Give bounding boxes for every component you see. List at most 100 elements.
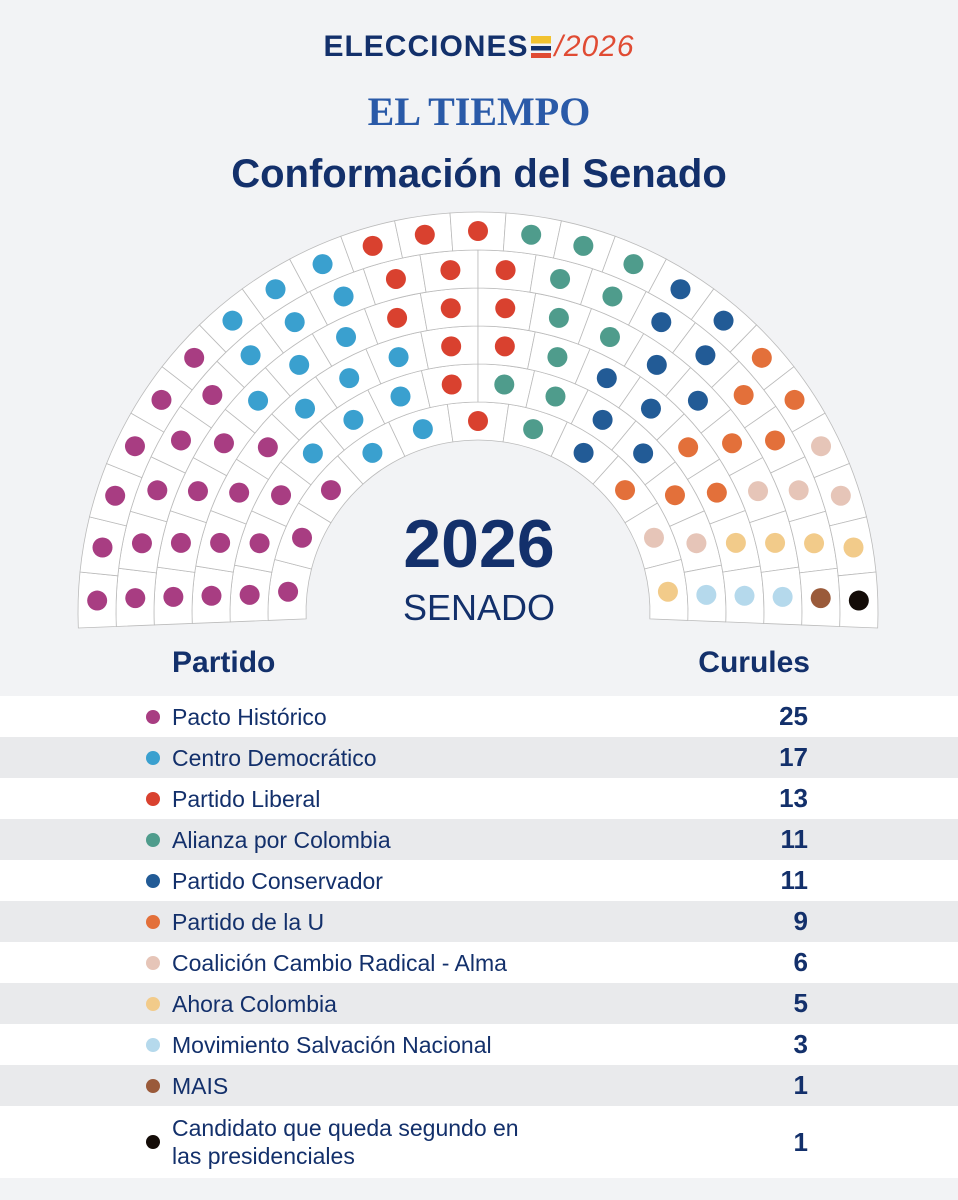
seat-dot: [87, 590, 108, 611]
page-title: Conformación del Senado: [231, 152, 727, 196]
seat-dot: [550, 268, 571, 289]
seat-dot: [788, 480, 809, 501]
party-color-dot: [146, 1078, 160, 1093]
seat-dot: [494, 374, 515, 395]
seat-dot: [257, 437, 278, 458]
seat-dot: [523, 419, 544, 440]
party-color-dot: [146, 832, 160, 847]
seat-dot: [810, 588, 831, 609]
seat-dot: [92, 537, 113, 558]
seat-dot: [722, 433, 743, 454]
seat-dot: [163, 586, 184, 607]
seat-dot: [295, 398, 316, 419]
seat-dot: [412, 419, 433, 440]
seat-dot: [623, 254, 644, 275]
parliament-chart: [77, 211, 879, 629]
seat-dot: [495, 298, 516, 319]
party-name: MAIS: [172, 1072, 229, 1099]
seat-dot: [441, 336, 462, 357]
party-name: Ahora Colombia: [172, 990, 337, 1017]
seat-dot: [545, 386, 566, 407]
seat-dot: [170, 430, 191, 451]
seat-dot: [320, 480, 341, 501]
party-seats: 1: [793, 1070, 808, 1100]
seat-dot: [278, 581, 299, 602]
seat-dot: [187, 481, 208, 502]
seat-dot: [125, 588, 146, 609]
seat-dot: [657, 581, 678, 602]
seat-dot: [643, 527, 664, 548]
seat-dot: [686, 533, 707, 554]
seat-dot: [239, 584, 260, 605]
seat-dot: [388, 347, 409, 368]
party-name: Partido de la U: [172, 908, 325, 935]
party-seats: 25: [779, 701, 808, 731]
seat-dot: [468, 411, 488, 431]
elecciones-logo: ELECCIONES/2026: [323, 30, 635, 63]
table-row: Coalición Cambio Radical - Alma 6: [0, 942, 958, 983]
party-color-dot: [146, 873, 160, 888]
seat-dot: [651, 312, 672, 333]
seat-dot: [390, 386, 411, 407]
seat-dot: [229, 482, 250, 503]
seat-dot: [440, 260, 461, 281]
seat-dot: [678, 437, 699, 458]
seat-dot: [592, 409, 613, 430]
party-color-dot: [146, 996, 160, 1011]
party-seats: 6: [793, 947, 808, 977]
seat-dot: [646, 354, 667, 375]
seat-dot: [640, 398, 661, 419]
seat-dot: [695, 345, 716, 366]
table-row: Movimiento Salvación Nacional 3: [0, 1024, 958, 1065]
table-row: Ahora Colombia 5: [0, 983, 958, 1024]
party-name: Centro Democrático: [172, 744, 377, 771]
seat-dot: [213, 433, 234, 454]
seat-dot: [201, 585, 222, 606]
seat-dot: [848, 590, 869, 611]
seat-dot: [596, 368, 617, 389]
party-seats: 11: [780, 865, 809, 895]
seat-dot: [748, 481, 769, 502]
seat-dot: [494, 336, 515, 357]
party-color-dot: [146, 955, 160, 970]
party-name: Coalición Cambio Radical - Alma: [172, 949, 507, 976]
table-row: Candidato que queda segundo en las presi…: [0, 1106, 958, 1178]
seat-dot: [573, 442, 594, 463]
party-color-dot: [146, 709, 160, 724]
seat-dot: [151, 389, 172, 410]
seat-dot: [248, 390, 269, 411]
seat-dot: [265, 279, 286, 300]
party-color-dot: [146, 791, 160, 806]
party-name: Partido Conservador: [172, 867, 383, 894]
seat-dot: [765, 532, 786, 553]
seat-dot: [599, 327, 620, 348]
party-name: Candidato que queda segundo en las presi…: [172, 1115, 519, 1169]
party-seats: 5: [793, 988, 808, 1018]
seat-dot: [706, 482, 727, 503]
seat-dot: [495, 260, 516, 281]
seat-dot: [573, 235, 594, 256]
seat-dot: [615, 480, 636, 501]
el-tiempo-logo: EL TIEMPO: [367, 89, 591, 134]
seat-dot: [547, 347, 568, 368]
seat-dot: [184, 347, 205, 368]
seat-dot: [811, 436, 832, 457]
seat-dot: [343, 409, 364, 430]
party-column-header: Partido: [172, 646, 276, 679]
seat-dot: [521, 224, 542, 245]
seat-dot: [302, 443, 323, 464]
party-name: Partido Liberal: [172, 785, 321, 812]
party-color-dot: [146, 914, 160, 929]
party-seats: 3: [793, 1029, 808, 1059]
party-seats: 13: [779, 783, 808, 813]
seat-dot: [210, 532, 231, 553]
seat-dot: [441, 374, 462, 395]
seat-dot: [734, 585, 755, 606]
seats-table: Pacto Histórico 25 Centro Democrático 17…: [0, 696, 958, 1178]
seat-dot: [664, 485, 685, 506]
seat-dot: [336, 327, 357, 348]
seat-dot: [687, 390, 708, 411]
seat-dot: [548, 307, 569, 328]
seat-dot: [772, 586, 793, 607]
seat-dot: [333, 286, 354, 307]
